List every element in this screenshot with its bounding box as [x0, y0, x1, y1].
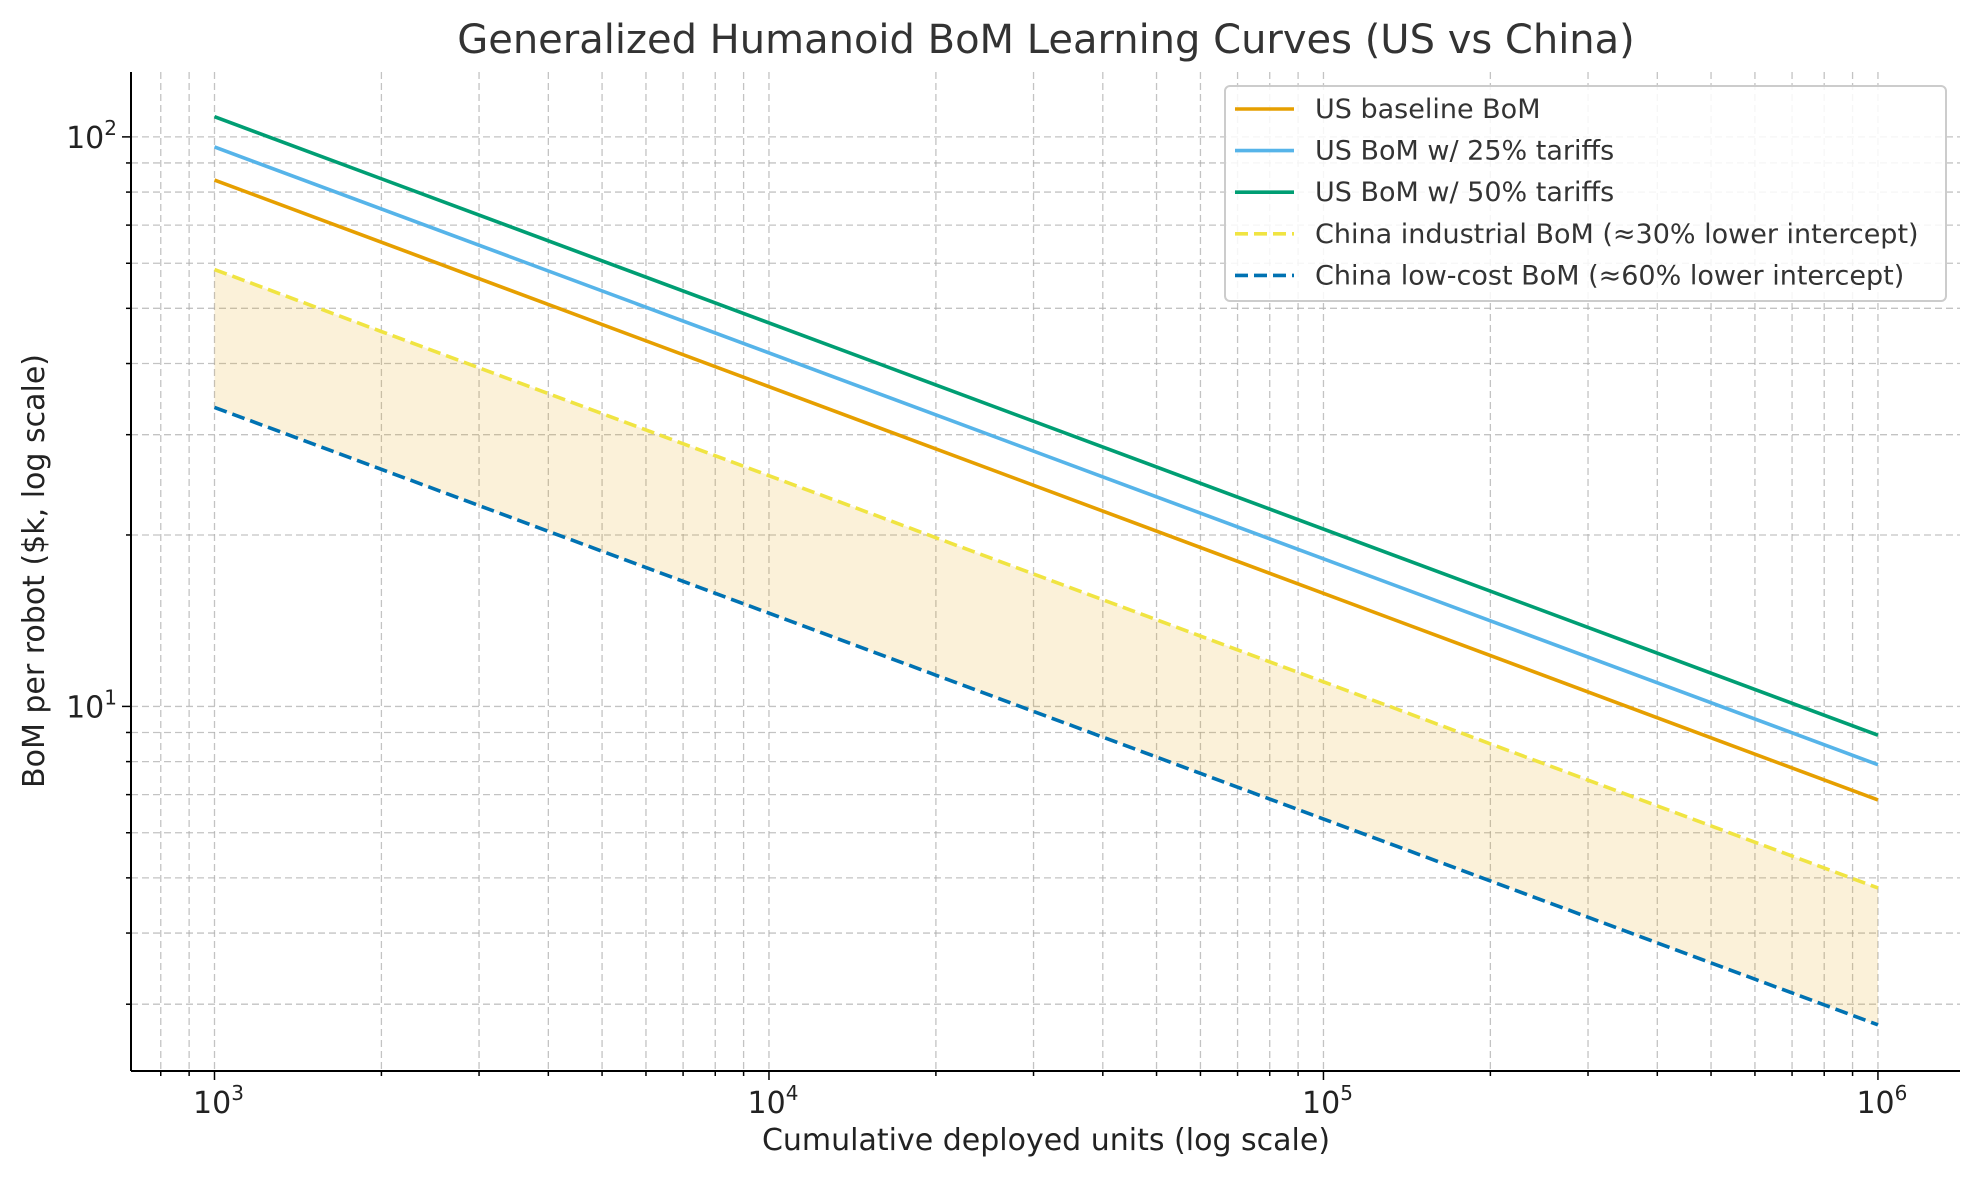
y-axis-label: BoM per robot ($k, log scale) [17, 354, 52, 788]
series-line-3 [213, 267, 1879, 890]
y-tick-label: 101 [66, 685, 117, 725]
legend-label-0: US baseline BoM [1315, 94, 1541, 125]
series-lines [213, 115, 1879, 1027]
legend-label-1: US BoM w/ 25% tariffs [1315, 136, 1614, 167]
y-tick-label: 102 [66, 116, 117, 156]
series-line-0 [213, 178, 1879, 802]
chart-title: Generalized Humanoid BoM Learning Curves… [457, 17, 1635, 63]
x-tick-label: 105 [1302, 1081, 1353, 1121]
series-line-2 [213, 115, 1879, 737]
series-line-4 [213, 405, 1879, 1027]
tick-labels: 103 104 105 106 101 102 [66, 116, 1907, 1121]
legend-label-2: US BoM w/ 50% tariffs [1315, 177, 1614, 208]
shaded-band-area [214, 269, 1878, 1025]
x-axis-label: Cumulative deployed units (log scale) [762, 1123, 1330, 1158]
x-tick-label: 106 [1856, 1081, 1907, 1121]
legend-box [1224, 85, 1947, 302]
x-tick-label: 103 [193, 1081, 244, 1121]
legend-label-3: China industrial BoM (≈30% lower interce… [1315, 219, 1919, 250]
shaded-band [214, 269, 1878, 1025]
series-line-1 [213, 145, 1879, 767]
x-tick-label: 104 [748, 1081, 799, 1121]
legend: US baseline BoM US BoM w/ 25% tariffs US B… [1224, 85, 1947, 302]
legend-label-4: China low-cost BoM (≈60% lower intercept… [1315, 260, 1904, 291]
axes [122, 72, 1960, 1080]
